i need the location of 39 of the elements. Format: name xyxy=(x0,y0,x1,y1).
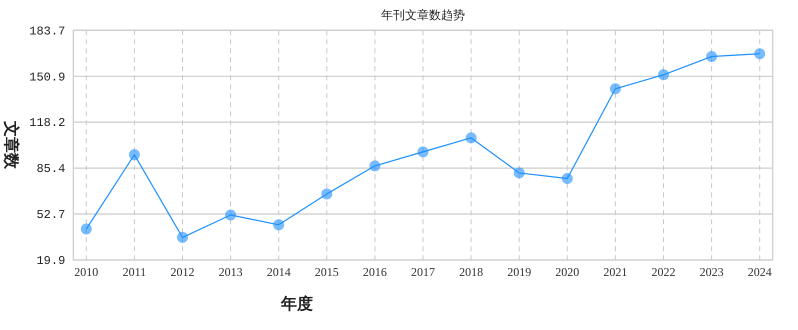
point xyxy=(369,160,380,172)
point xyxy=(321,188,332,200)
point xyxy=(177,232,188,243)
x-tick-label: 2010 xyxy=(74,265,98,279)
x-tick-label: 2022 xyxy=(652,265,676,279)
point xyxy=(514,167,525,178)
point xyxy=(658,69,669,80)
point xyxy=(754,48,766,60)
chart-title: 年刊文章数趋势 xyxy=(381,8,465,22)
x-tick-label: 2020 xyxy=(555,265,580,279)
x-tick-label: 2021 xyxy=(603,265,628,279)
y-tick-label: 85.4 xyxy=(36,162,66,176)
x-tick-label: 2016 xyxy=(362,265,387,279)
point xyxy=(562,173,573,184)
x-tick-label: 2024 xyxy=(748,265,772,279)
point xyxy=(273,219,284,230)
point xyxy=(466,132,477,144)
y-axis-title: 文章数 xyxy=(2,120,20,170)
y-tick-label: 19.9 xyxy=(36,254,66,268)
point xyxy=(128,149,140,160)
y-tick-label: 52.7 xyxy=(36,208,66,222)
x-tick-label: 2023 xyxy=(700,265,724,279)
y-tick-label: 183.7 xyxy=(29,24,66,38)
x-tick-label: 2012 xyxy=(170,265,194,279)
point xyxy=(706,51,718,62)
point xyxy=(610,83,621,94)
point xyxy=(225,209,236,220)
y-tick-label: 118.2 xyxy=(29,116,66,130)
x-tick-label: 2015 xyxy=(314,265,339,279)
x-tick-label: 2013 xyxy=(218,265,243,279)
x-axis-title: 年度 xyxy=(280,294,313,313)
point xyxy=(418,146,428,158)
y-tick-label: 150.9 xyxy=(29,70,66,84)
point xyxy=(80,224,92,235)
x-tick-label: 2014 xyxy=(266,265,291,279)
x-tick-label: 2017 xyxy=(411,265,435,279)
x-tick-label: 2019 xyxy=(507,265,532,279)
x-tick-label: 2011 xyxy=(122,265,146,279)
x-tick-label: 2018 xyxy=(459,265,484,279)
